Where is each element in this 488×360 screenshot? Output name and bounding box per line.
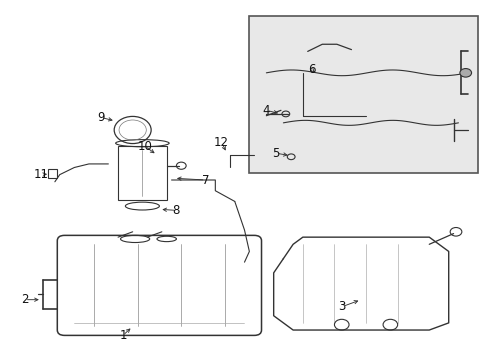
Bar bbox=[118, 146, 166, 200]
Text: 12: 12 bbox=[214, 136, 229, 149]
Text: 7: 7 bbox=[202, 174, 209, 186]
Text: 11: 11 bbox=[34, 168, 49, 181]
Text: 1: 1 bbox=[119, 329, 126, 342]
Bar bbox=[249, 16, 477, 173]
Circle shape bbox=[459, 68, 470, 77]
Text: 8: 8 bbox=[172, 204, 180, 217]
FancyBboxPatch shape bbox=[57, 235, 261, 336]
Text: 3: 3 bbox=[337, 300, 345, 313]
Text: 6: 6 bbox=[307, 63, 315, 76]
Text: 2: 2 bbox=[21, 293, 28, 306]
Text: 4: 4 bbox=[262, 104, 269, 117]
Text: 10: 10 bbox=[137, 140, 152, 153]
Bar bbox=[47, 169, 57, 178]
Text: 5: 5 bbox=[272, 147, 279, 160]
Text: 9: 9 bbox=[97, 111, 104, 124]
